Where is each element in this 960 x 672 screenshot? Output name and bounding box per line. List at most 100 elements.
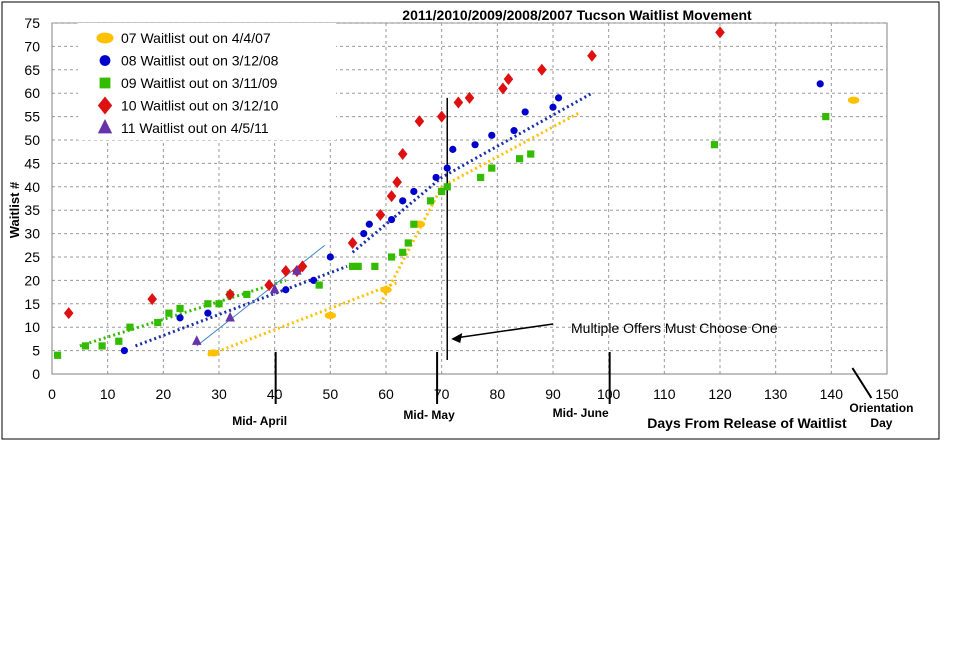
legend-label: 11 Waitlist out on 4/5/11 bbox=[121, 120, 269, 136]
y-tick-label: 35 bbox=[24, 202, 40, 218]
data-point bbox=[176, 314, 184, 322]
data-point bbox=[53, 351, 62, 359]
data-point bbox=[243, 290, 251, 299]
data-point bbox=[326, 253, 334, 261]
y-tick-label: 65 bbox=[24, 62, 40, 78]
y-tick-label: 75 bbox=[24, 15, 40, 31]
data-point bbox=[215, 300, 223, 308]
data-point bbox=[360, 230, 368, 238]
chart-title: 2011/2010/2009/2008/2007 Tucson Waitlist… bbox=[402, 7, 752, 23]
data-point bbox=[191, 335, 202, 345]
data-point bbox=[297, 260, 308, 273]
data-point bbox=[97, 96, 113, 115]
data-point bbox=[204, 300, 212, 308]
data-point bbox=[96, 32, 114, 44]
legend-label: 09 Waitlist out on 3/11/09 bbox=[121, 75, 278, 91]
y-tick-label: 50 bbox=[24, 132, 40, 148]
y-tick-label: 25 bbox=[24, 249, 40, 265]
data-point bbox=[176, 304, 184, 313]
data-point bbox=[498, 82, 508, 95]
data-point bbox=[264, 279, 274, 292]
data-point bbox=[204, 309, 212, 317]
data-point bbox=[453, 96, 464, 109]
data-point bbox=[282, 286, 290, 294]
data-point bbox=[115, 337, 123, 345]
x-tick-label: 90 bbox=[545, 386, 561, 402]
x-tick-label: 80 bbox=[490, 386, 506, 402]
data-point bbox=[371, 262, 379, 270]
legend-background bbox=[78, 23, 336, 140]
x-tick-label: 0 bbox=[48, 386, 56, 402]
x-tick-label: 150 bbox=[875, 386, 899, 402]
data-point bbox=[81, 342, 89, 350]
x-tick-label: 110 bbox=[653, 386, 676, 402]
legend-label: 10 Waitlist out on 3/12/10 bbox=[121, 98, 279, 114]
data-point bbox=[99, 55, 111, 66]
data-point bbox=[310, 276, 318, 284]
x-tick-label: 10 bbox=[100, 386, 116, 402]
y-tick-label: 0 bbox=[32, 366, 40, 382]
data-point bbox=[527, 150, 535, 158]
y-tick-label: 10 bbox=[24, 319, 40, 335]
data-point bbox=[375, 208, 386, 221]
data-point bbox=[63, 307, 74, 320]
x-tick-label: 20 bbox=[156, 386, 172, 402]
data-point bbox=[443, 183, 451, 191]
data-point bbox=[269, 283, 280, 294]
data-point bbox=[554, 94, 563, 102]
data-point bbox=[147, 293, 157, 306]
legend-label: 08 Waitlist out on 3/12/08 bbox=[121, 53, 279, 69]
month-label: Mid- June bbox=[553, 406, 609, 420]
data-point bbox=[207, 349, 220, 357]
trendline bbox=[351, 91, 593, 254]
data-point bbox=[710, 141, 719, 149]
data-point bbox=[347, 236, 358, 249]
y-tick-label: 15 bbox=[24, 296, 40, 312]
y-tick-label: 40 bbox=[24, 179, 40, 195]
data-point bbox=[120, 347, 128, 355]
x-tick-label: 60 bbox=[378, 386, 394, 402]
orientation-arrow bbox=[851, 367, 873, 399]
data-point bbox=[521, 108, 529, 116]
x-tick-label: 140 bbox=[820, 386, 844, 402]
y-tick-label: 20 bbox=[24, 272, 40, 288]
x-tick-label: 30 bbox=[211, 386, 227, 402]
data-point bbox=[471, 141, 479, 149]
x-tick-label: 120 bbox=[708, 386, 732, 402]
x-tick-label: 130 bbox=[764, 386, 788, 402]
multiple-offers-arrow bbox=[455, 323, 554, 339]
data-point bbox=[386, 190, 397, 203]
y-axis-ticks: 0 5 10 15 20 25 30 35 40 45 50 55 60 65 70 75 bbox=[24, 15, 40, 382]
trendline bbox=[207, 281, 398, 357]
data-point bbox=[816, 80, 824, 88]
y-tick-label: 70 bbox=[24, 38, 40, 54]
y-tick-label: 30 bbox=[24, 226, 40, 242]
data-point bbox=[365, 220, 373, 228]
data-point bbox=[399, 248, 407, 256]
data-point bbox=[349, 262, 357, 270]
data-point bbox=[477, 173, 485, 182]
data-point bbox=[822, 113, 830, 121]
multiple-offers-arrowhead bbox=[451, 333, 463, 343]
data-point bbox=[397, 148, 408, 161]
data-point bbox=[432, 173, 440, 182]
legend: 07 Waitlist out on 4/4/07 08 Waitlist out… bbox=[78, 23, 336, 140]
data-point bbox=[449, 145, 457, 153]
data-point bbox=[380, 286, 392, 294]
data-points bbox=[53, 26, 860, 359]
y-tick-label: 55 bbox=[24, 109, 40, 125]
data-point bbox=[392, 176, 402, 189]
data-point bbox=[404, 239, 412, 247]
multiple-offers-label: Multiple Offers Must Choose One bbox=[571, 320, 778, 336]
legend-label: 07 Waitlist out on 4/4/07 bbox=[121, 30, 271, 46]
data-point bbox=[99, 77, 111, 89]
data-point bbox=[225, 288, 235, 301]
data-point bbox=[510, 127, 518, 135]
month-label: Mid- May bbox=[403, 408, 455, 422]
data-point bbox=[165, 309, 173, 317]
data-point bbox=[414, 115, 425, 128]
data-point bbox=[387, 253, 396, 261]
data-point bbox=[537, 63, 547, 76]
data-point bbox=[488, 131, 496, 139]
